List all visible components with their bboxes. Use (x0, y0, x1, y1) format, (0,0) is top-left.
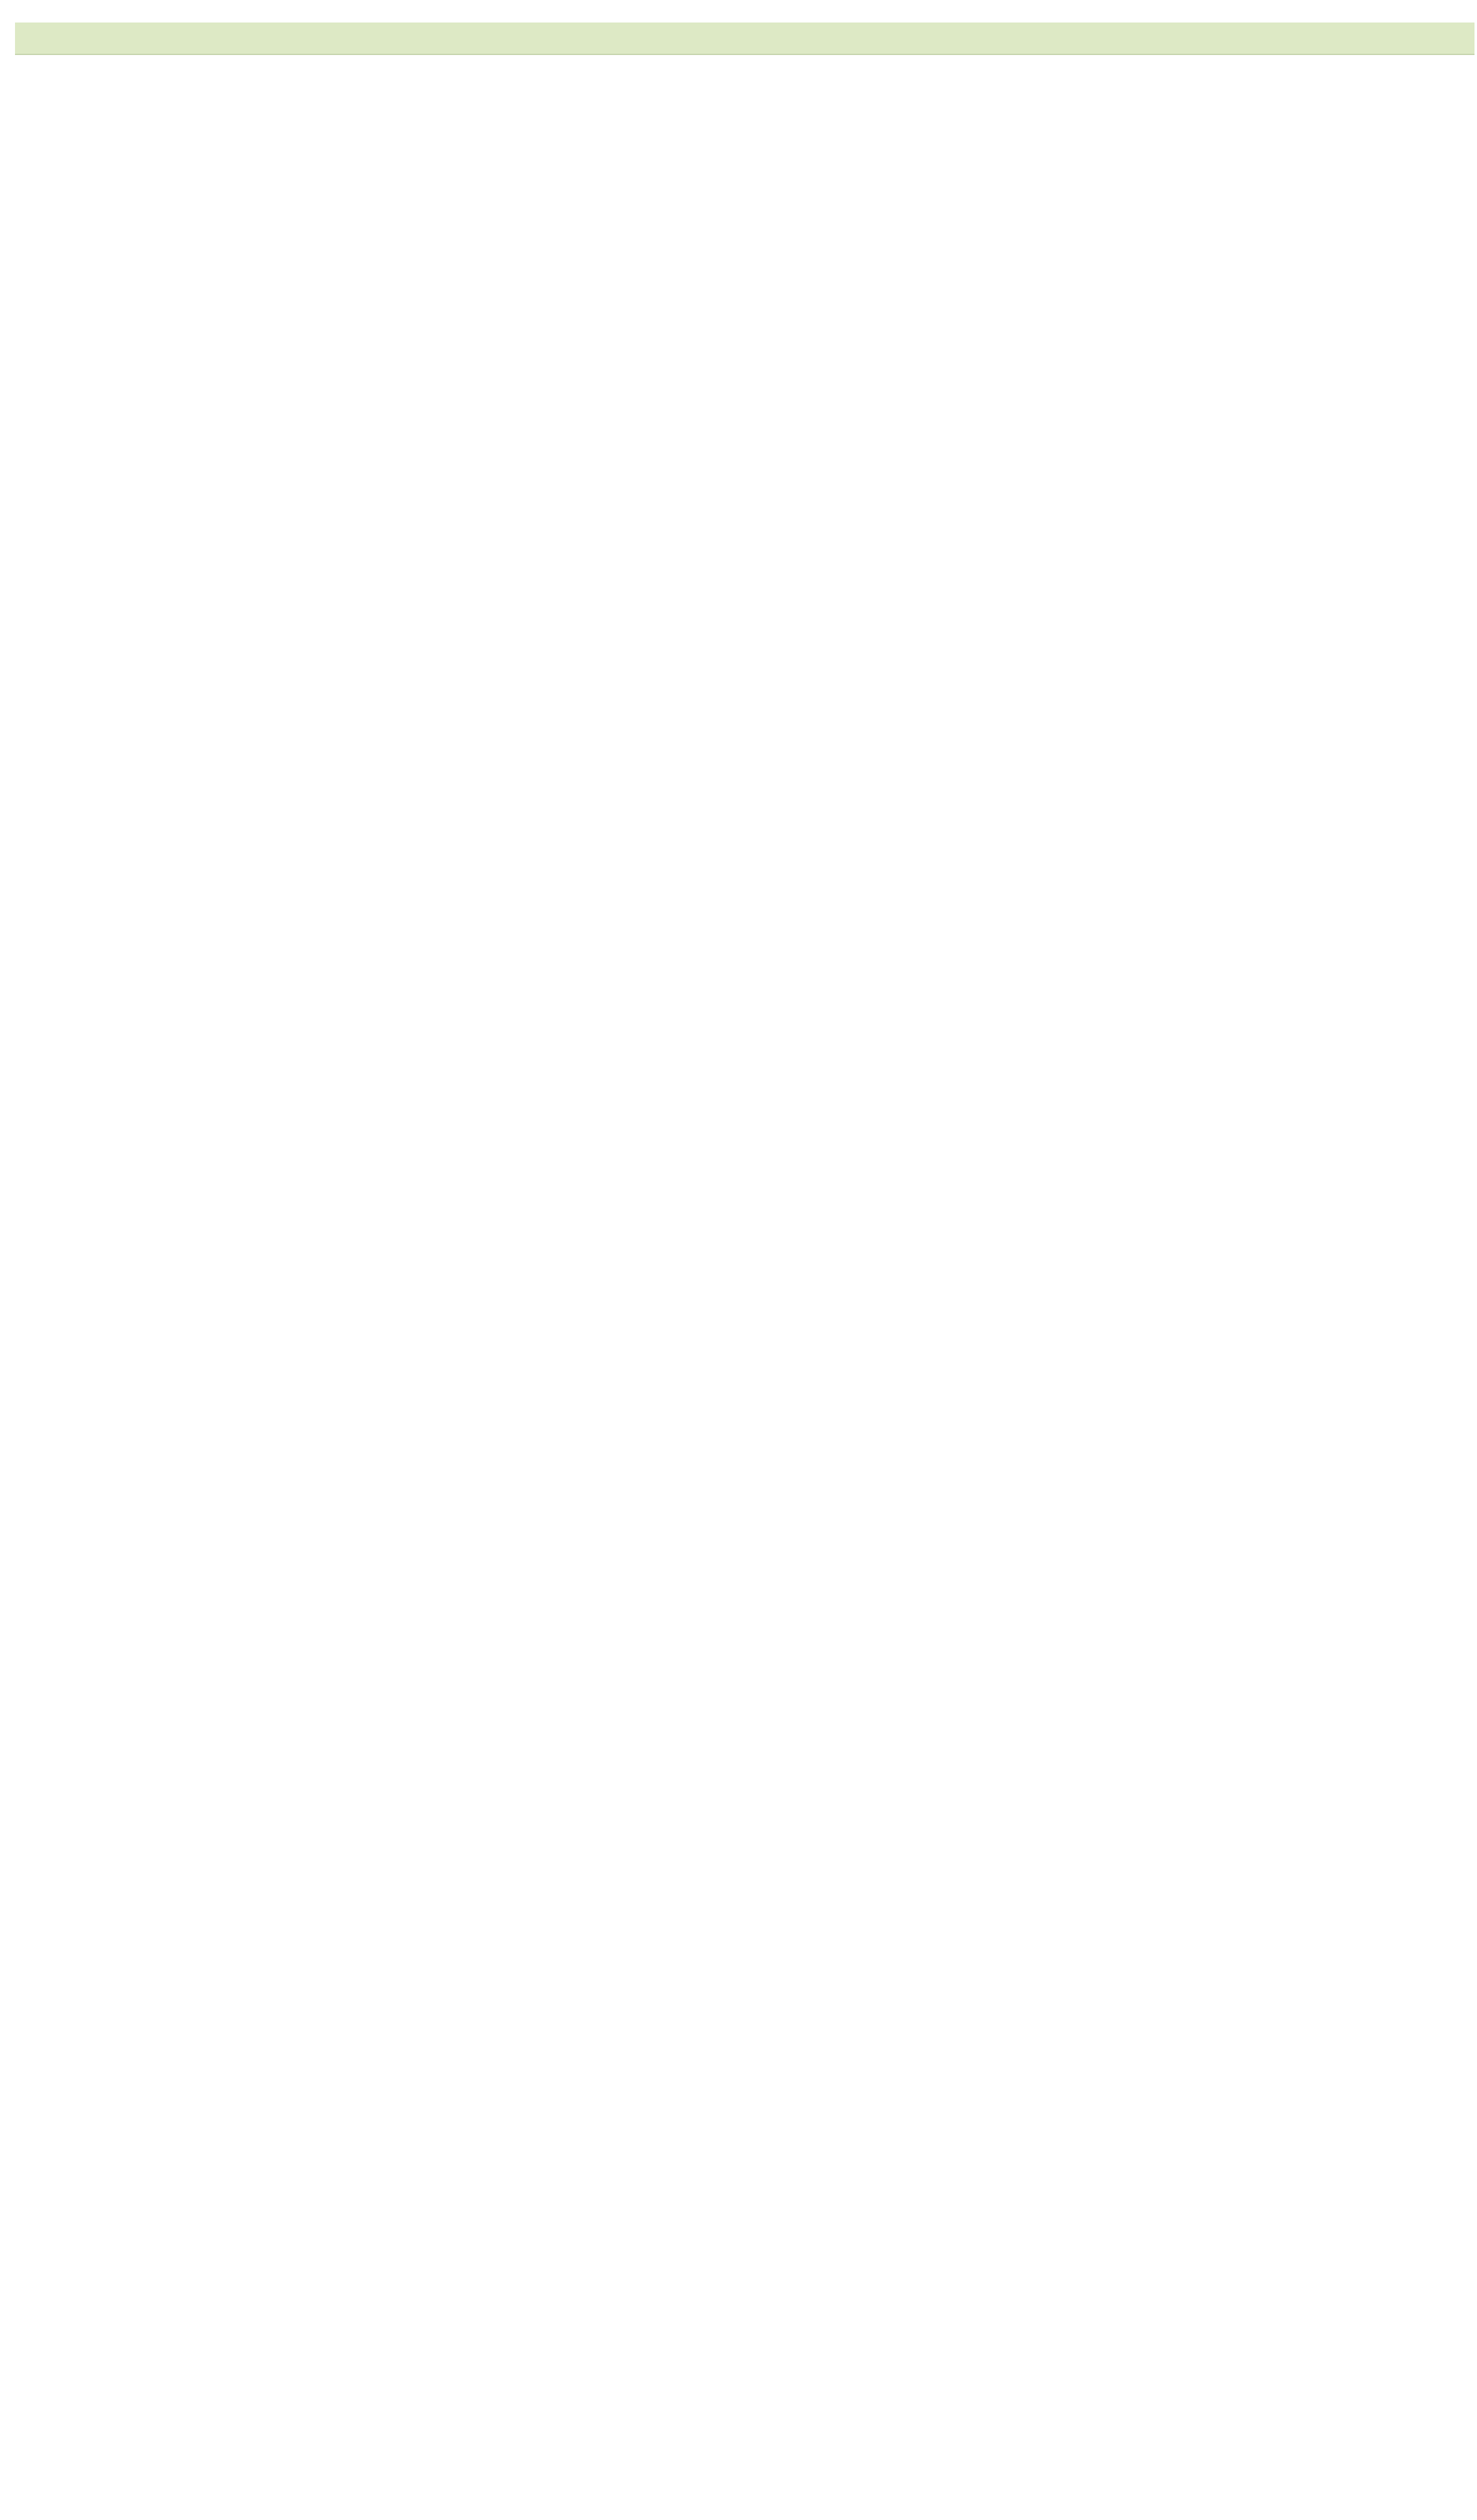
column-header-row (0, 0, 1477, 23)
group-header-hausbegeher[interactable] (15, 23, 1474, 55)
